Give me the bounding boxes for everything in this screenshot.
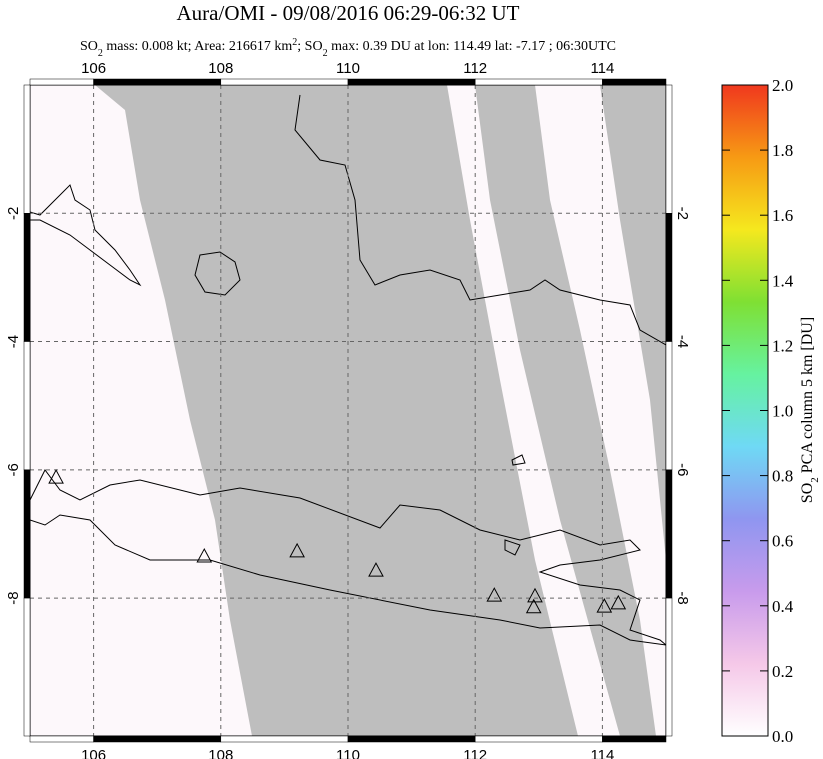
- y-tick-label: -4: [674, 335, 691, 348]
- volcano: [368, 562, 384, 577]
- colorbar-ticks: 0.0 0.2 0.4 0.6 0.8 1.0 1.2 1.4 1.6 1.8 2.0: [722, 76, 794, 746]
- colorbar-tick-label: 1.6: [772, 206, 793, 225]
- x-tick-label: 112: [463, 60, 487, 77]
- frame-segment: [23, 469, 31, 599]
- frame-segment: [23, 597, 31, 737]
- subtitle-part: max: 0.39 DU at lon: 114.49 lat: -7.17 ;…: [328, 39, 616, 54]
- subtitle-part: 2: [292, 37, 297, 48]
- frame-segment: [93, 78, 222, 86]
- frame-segment: [347, 735, 476, 743]
- colorbar-tick-label: 0.2: [772, 662, 793, 681]
- frame-segment: [220, 78, 349, 86]
- x-tick-label: 110: [336, 60, 360, 77]
- axes: 106 106 108 108 110 110 112 112 114 114 -2 -2 -4 -4 -6…: [5, 60, 691, 759]
- colorbar-tick-label: 1.4: [772, 271, 794, 290]
- volcano: [610, 594, 627, 610]
- frame-segment: [220, 735, 349, 743]
- x-tick-label: 108: [208, 60, 233, 77]
- volcano: [486, 587, 503, 602]
- subtitle-part: 2: [98, 48, 103, 59]
- data-swath: [447, 85, 620, 736]
- colorbar-tick-label: 0.6: [772, 532, 793, 551]
- coastlines: [30, 94, 666, 646]
- frame-segment: [347, 78, 476, 86]
- map-area: [30, 85, 666, 736]
- frame-segment: [23, 341, 31, 471]
- frame-segment: [474, 735, 603, 743]
- frame-segment: [474, 78, 603, 86]
- title: Aura/OMI - 09/08/2016 06:29-06:32 UT: [177, 1, 520, 25]
- volcanoes: [48, 469, 627, 614]
- y-tick-label: -6: [5, 463, 22, 476]
- colorbar-tick-label: 0.8: [772, 467, 793, 486]
- colorbar-label-part: SO: [799, 483, 816, 503]
- frame-segment: [665, 597, 673, 737]
- x-tick-label: 112: [463, 747, 487, 759]
- data-swath: [30, 85, 252, 736]
- frame-segment: [29, 78, 94, 86]
- frame: [23, 78, 673, 743]
- colorbar-label-part: 2: [809, 477, 821, 483]
- volcano: [48, 469, 64, 484]
- subtitle-part: SO: [80, 39, 98, 54]
- y-tick-label: -4: [5, 335, 22, 348]
- x-tick-label: 106: [81, 747, 106, 759]
- subtitle-part: mass: 0.008 kt; Area: 216617 km: [103, 39, 292, 54]
- grid: [30, 85, 666, 736]
- colorbar-tick-label: 2.0: [772, 76, 793, 95]
- frame-segment: [602, 735, 667, 743]
- y-tick-label: -8: [674, 591, 691, 604]
- x-tick-label: 110: [336, 747, 360, 759]
- frame-segment: [665, 469, 673, 599]
- frame-segment: [665, 84, 673, 214]
- colorbar-tick-label: 0.0: [772, 727, 793, 746]
- volcano: [289, 542, 305, 558]
- x-tick-label: 114: [590, 60, 614, 77]
- x-tick-label: 108: [208, 747, 233, 759]
- x-tick-label: 114: [590, 747, 614, 759]
- subtitle: SO2 mass: 0.008 kt; Area: 216617 km2; SO…: [80, 37, 616, 59]
- frame-segment: [23, 213, 31, 342]
- colorbar-label-part: PCA column 5 km [DU]: [799, 317, 816, 477]
- frame-segment: [29, 735, 94, 743]
- colorbar-tick-label: 1.2: [772, 336, 793, 355]
- subtitle-part: ; SO: [297, 39, 322, 54]
- volcano: [525, 598, 542, 614]
- volcano: [196, 548, 213, 563]
- volcano: [596, 598, 613, 613]
- frame-segment: [665, 213, 673, 342]
- subtitle-part: 2: [323, 48, 328, 59]
- frame-segment: [93, 735, 222, 743]
- frame-segment: [23, 84, 31, 214]
- colorbar-tick-label: 0.4: [772, 597, 794, 616]
- data-swath: [535, 85, 666, 736]
- y-tick-label: -2: [674, 207, 691, 220]
- y-tick-label: -2: [5, 207, 22, 220]
- colorbar-tick-label: 1.0: [772, 402, 793, 421]
- y-tick-label: -6: [674, 463, 691, 476]
- frame-segment: [602, 78, 667, 86]
- x-tick-label: 106: [81, 60, 106, 77]
- colorbar-tick-label: 1.8: [772, 141, 793, 160]
- colorbar-label: SO2 PCA column 5 km [DU]: [799, 317, 821, 503]
- y-tick-label: -8: [5, 591, 22, 604]
- frame-segment: [665, 341, 673, 471]
